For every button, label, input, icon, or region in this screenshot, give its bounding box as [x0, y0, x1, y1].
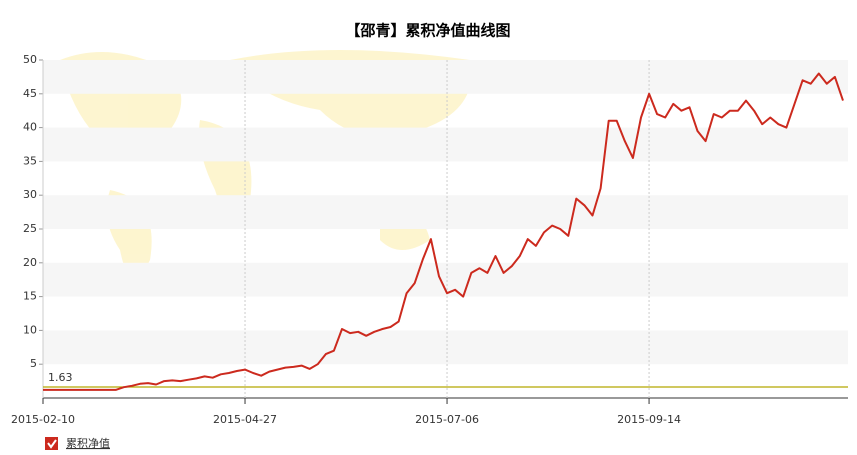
- legend-check: [47, 439, 57, 449]
- y-tick-label: 5: [30, 357, 37, 370]
- grid-band: [43, 127, 848, 162]
- x-tick-label: 2015-09-14: [617, 413, 681, 426]
- y-tick-label: 45: [23, 87, 37, 100]
- grid-band: [43, 195, 848, 229]
- x-tick-label: 2015-04-27: [213, 413, 277, 426]
- legend-checkbox[interactable]: [45, 437, 58, 450]
- y-tick-label: 10: [23, 323, 37, 336]
- y-tick-label: 30: [23, 188, 37, 201]
- x-tick-label: 2015-07-06: [415, 413, 479, 426]
- series-line: [43, 72, 844, 391]
- y-tick-label: 35: [23, 154, 37, 167]
- grid-band: [43, 60, 848, 94]
- x-tick-label: 2015-02-10: [11, 413, 75, 426]
- y-tick-label: 50: [23, 53, 37, 66]
- y-tick-label: 20: [23, 256, 37, 269]
- grid-band: [43, 330, 848, 365]
- chart-title: 【邵青】累积净值曲线图: [345, 22, 510, 40]
- y-tick-label: 25: [23, 222, 37, 235]
- reference-label: 1.63: [48, 371, 73, 384]
- bands: [43, 60, 848, 365]
- y-tick-label: 15: [23, 290, 37, 303]
- y-tick-label: 40: [23, 121, 37, 134]
- legend-label[interactable]: 累积净值: [66, 436, 110, 450]
